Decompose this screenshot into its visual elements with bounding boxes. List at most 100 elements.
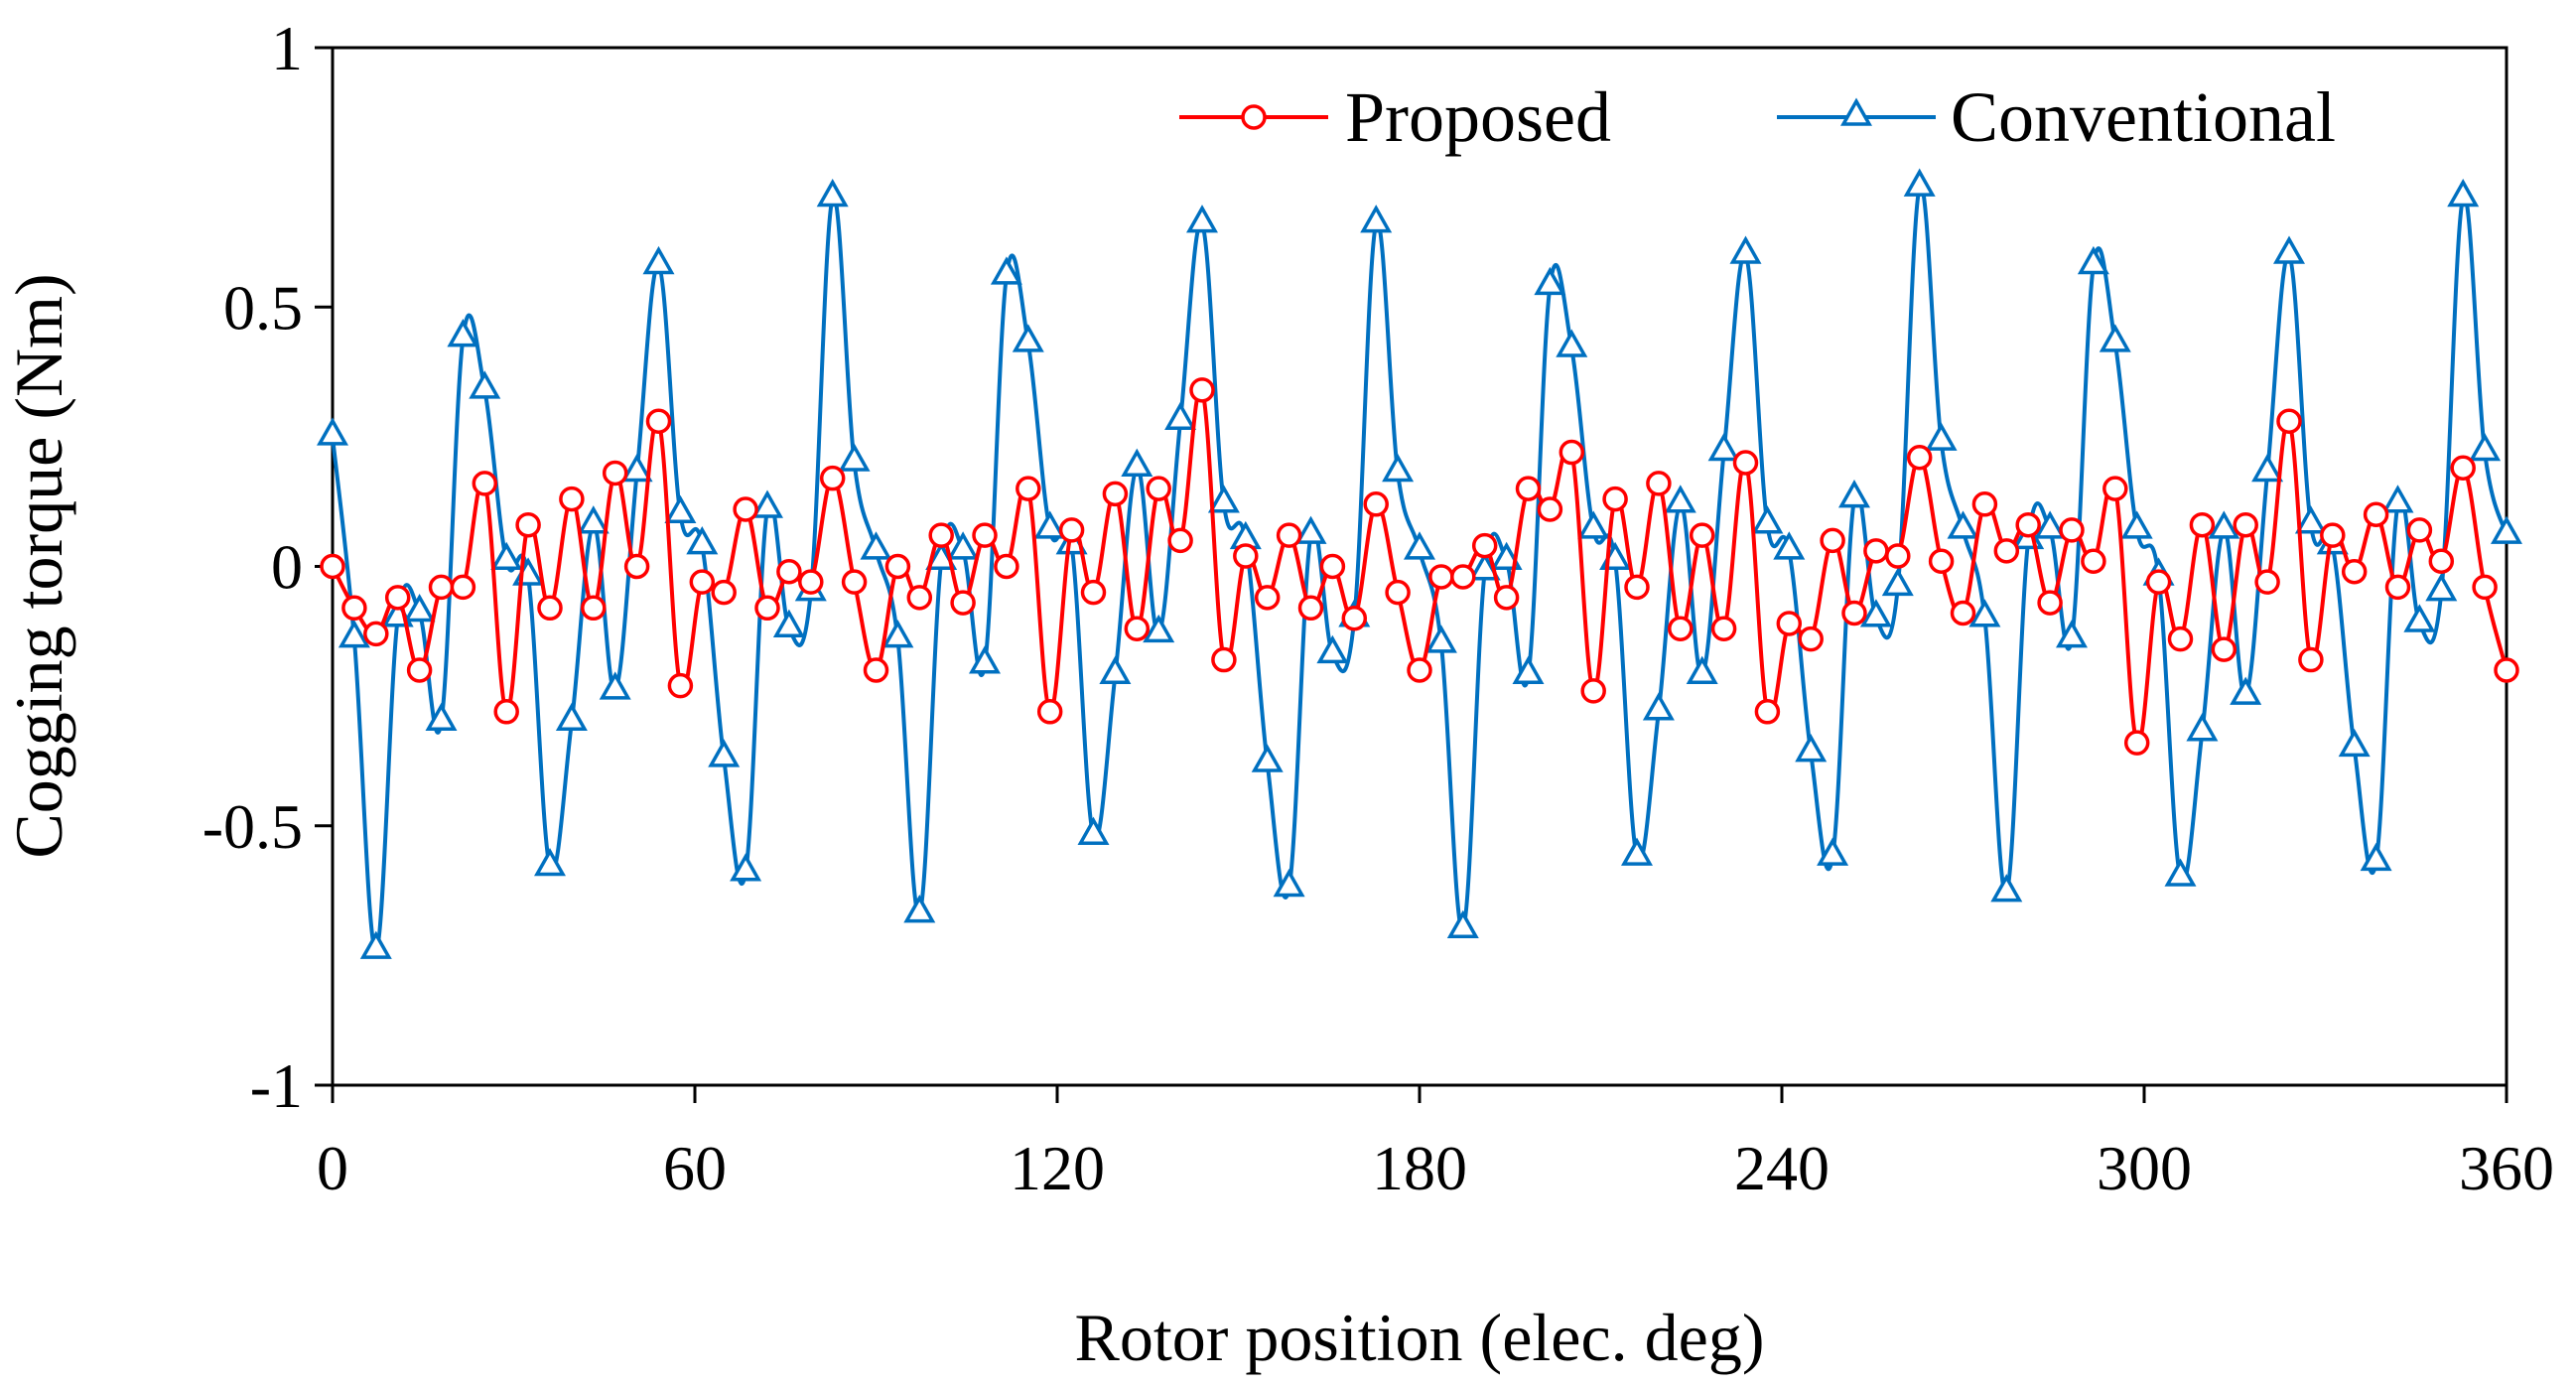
data-point-proposed [1993, 538, 2020, 564]
data-point-proposed [906, 585, 933, 611]
data-point-conventional [2034, 510, 2067, 539]
data-point-conventional [555, 702, 588, 731]
data-point-proposed [1036, 699, 1063, 725]
data-point-conventional [860, 531, 892, 560]
data-point-conventional [1424, 625, 1457, 653]
data-point-proposed [1016, 476, 1041, 501]
data-point-proposed [623, 553, 650, 580]
data-point-conventional [620, 453, 653, 483]
data-point-proposed [1689, 522, 1715, 548]
data-point-proposed [884, 553, 911, 580]
data-point-proposed [450, 574, 476, 601]
data-point-proposed [1493, 585, 1520, 611]
data-point-proposed [667, 672, 694, 699]
data-point-proposed [537, 595, 563, 622]
data-point-conventional [816, 178, 849, 208]
data-point-proposed [819, 465, 846, 491]
data-point-conventional [2056, 620, 2088, 648]
data-point-conventional [1838, 480, 1870, 508]
data-point-proposed [581, 595, 607, 622]
data-point-proposed [689, 569, 716, 595]
data-point-proposed [2102, 476, 2128, 501]
data-point-proposed [1471, 532, 1498, 559]
data-point-conventional [1273, 868, 1305, 898]
data-point-conventional [447, 319, 479, 347]
x-tick-label: 0 [317, 1133, 348, 1203]
data-point-conventional [1817, 837, 1849, 866]
data-point-proposed [2015, 511, 2041, 538]
x-tick-label: 360 [2459, 1133, 2554, 1203]
data-point-conventional [2381, 485, 2414, 513]
data-point-proposed [1189, 377, 1215, 403]
data-point-conventional [403, 593, 436, 623]
data-point-proposed [384, 585, 411, 611]
x-axis-label: Rotor position (elec. deg) [1075, 1300, 1765, 1375]
data-point-proposed [2081, 548, 2106, 575]
data-point-proposed [1276, 522, 1302, 548]
data-point-proposed [2494, 657, 2519, 683]
data-point-proposed [1928, 548, 1955, 575]
data-point-conventional [2469, 432, 2502, 462]
data-point-conventional [2273, 235, 2305, 264]
data-point-proposed [754, 595, 780, 622]
data-point-conventional [1751, 505, 1784, 534]
data-point-proposed [1820, 527, 1845, 554]
data-point-proposed [1863, 538, 1889, 564]
data-point-conventional [990, 256, 1022, 285]
data-point-proposed [1971, 491, 1998, 517]
data-point-proposed [1102, 481, 1129, 507]
data-point-conventional [599, 671, 631, 700]
data-point-proposed [2254, 569, 2280, 595]
data-point-conventional [2164, 858, 2197, 887]
data-point-proposed [1407, 657, 1432, 683]
data-point-proposed [1885, 543, 1911, 569]
data-point-conventional [969, 645, 1001, 674]
data-point-proposed [1385, 579, 1411, 606]
plot-series [317, 168, 2522, 959]
data-point-proposed [711, 579, 737, 606]
legend-label-proposed: Proposed [1345, 77, 1611, 157]
data-point-conventional [2403, 604, 2436, 632]
series-line-conventional [331, 183, 2508, 953]
data-point-conventional [534, 847, 566, 877]
data-point-proposed [841, 569, 868, 595]
data-point-conventional [1360, 205, 1393, 233]
data-point-conventional [1186, 205, 1218, 233]
data-point-proposed [1646, 471, 1672, 496]
legend: Proposed Conventional [1179, 77, 2336, 157]
data-point-proposed [1341, 606, 1368, 631]
data-point-proposed [320, 553, 345, 580]
x-tick-label: 180 [1372, 1133, 1467, 1203]
data-point-proposed [2406, 517, 2433, 543]
data-point-proposed [994, 553, 1019, 580]
data-point-proposed [2472, 574, 2498, 601]
data-point-conventional [338, 620, 370, 648]
data-point-conventional [772, 609, 805, 637]
data-point-conventional [1033, 510, 1066, 539]
data-point-conventional [2251, 453, 2284, 483]
data-point-conventional [1556, 329, 1588, 357]
data-point-proposed [2211, 636, 2237, 662]
data-point-proposed [363, 621, 389, 647]
data-point-conventional [2447, 178, 2480, 208]
data-point-conventional [490, 541, 523, 571]
data-point-proposed [493, 699, 519, 725]
data-point-proposed [2341, 558, 2368, 585]
data-point-conventional [1512, 655, 1545, 684]
data-point-proposed [645, 408, 672, 434]
x-tick-label: 300 [2097, 1133, 2192, 1203]
data-point-proposed [472, 471, 498, 496]
y-tick-label: -1 [250, 1050, 303, 1121]
data-point-proposed [928, 522, 954, 548]
legend-label-conventional: Conventional [1951, 77, 2336, 157]
data-point-proposed [2167, 625, 2194, 652]
data-point-conventional [1664, 485, 1696, 513]
data-point-conventional [686, 526, 719, 555]
data-point-conventional [838, 443, 871, 472]
data-point-proposed [1363, 491, 1389, 517]
data-point-proposed [2363, 501, 2389, 527]
data-point-proposed [2428, 548, 2455, 575]
data-point-proposed [1754, 699, 1781, 725]
data-point-proposed [1233, 543, 1259, 569]
